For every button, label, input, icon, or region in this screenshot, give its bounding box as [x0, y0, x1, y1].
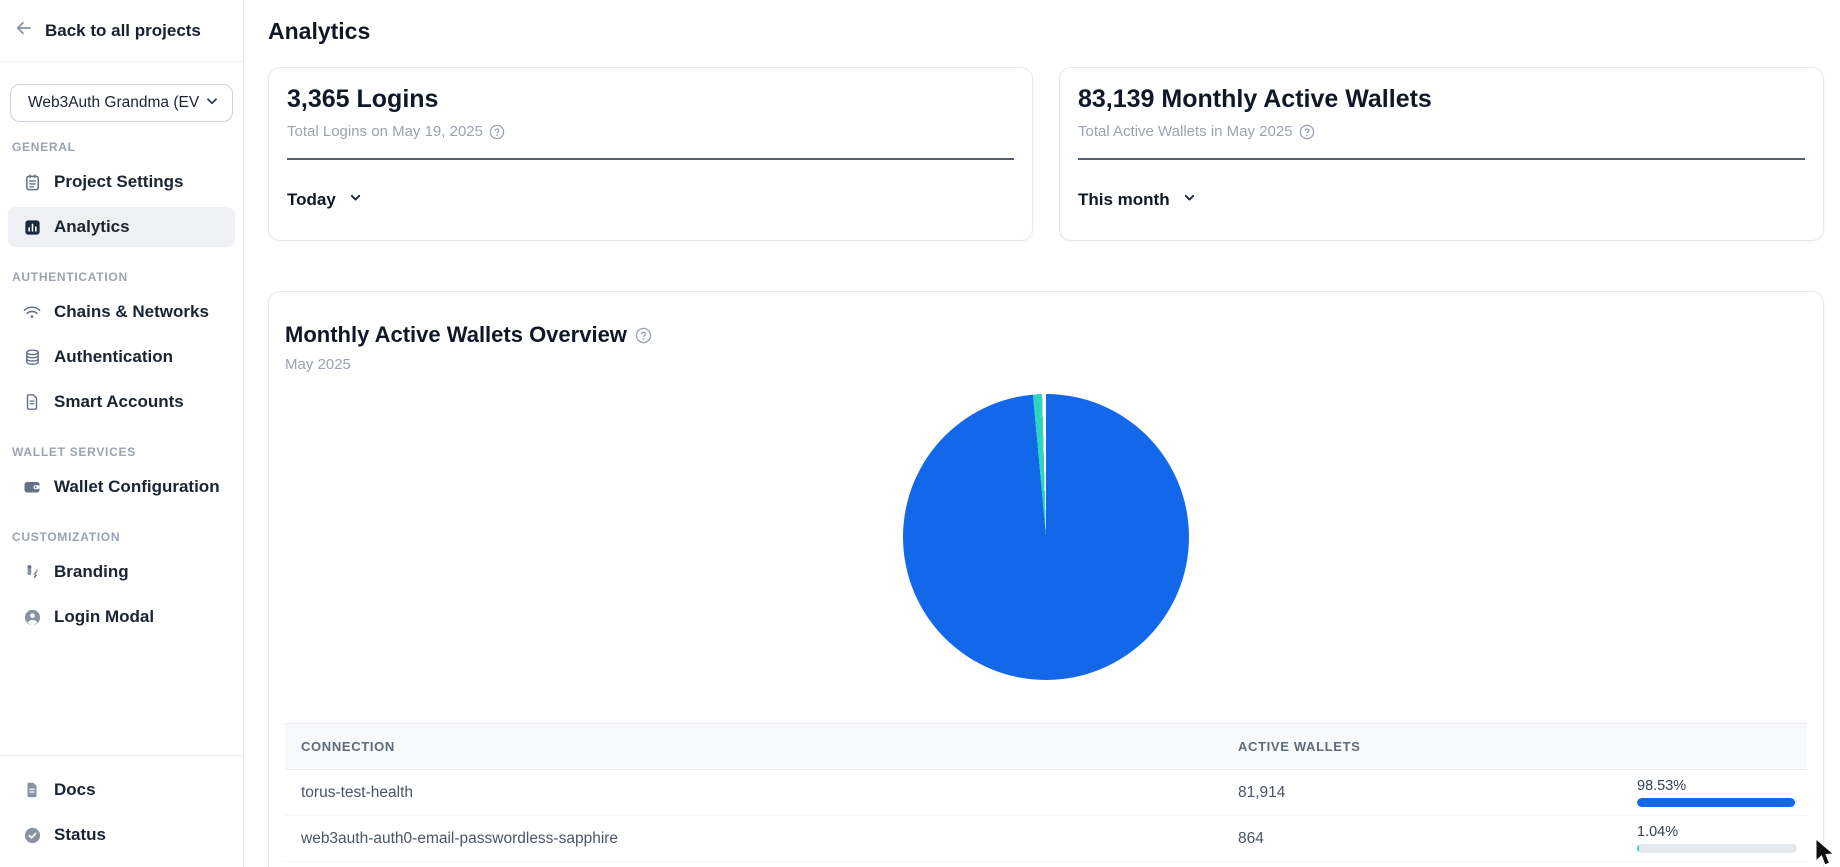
- connections-table: CONNECTION ACTIVE WALLETS torus-test-hea…: [285, 723, 1807, 867]
- logins-stat-card: 3,365 Logins Total Logins on May 19, 202…: [268, 67, 1033, 241]
- check-circle-icon: [22, 825, 42, 845]
- column-header-active-wallets: ACTIVE WALLETS: [1238, 739, 1361, 754]
- sidebar-item-docs[interactable]: Docs: [8, 770, 235, 810]
- sidebar-item-analytics[interactable]: Analytics: [8, 207, 235, 247]
- active-wallets-range-dropdown[interactable]: This month: [1078, 190, 1805, 210]
- logins-stat-subtitle-text: Total Logins on May 19, 2025: [287, 123, 483, 140]
- connection-name: torus-test-health: [301, 783, 413, 801]
- document-icon: [22, 392, 42, 412]
- logins-range-label: Today: [287, 190, 336, 209]
- sidebar-item-label: Chains & Networks: [54, 302, 209, 321]
- percent-label: 98.53%: [1637, 778, 1687, 794]
- percent-cell: 98.53%: [1637, 778, 1807, 807]
- chevron-down-icon: [204, 93, 220, 114]
- logins-range-dropdown[interactable]: Today: [287, 190, 1014, 210]
- percent-bar-fill: [1637, 844, 1639, 853]
- sidebar-item-label: Docs: [54, 780, 96, 799]
- sidebar-item-label: Login Modal: [54, 607, 155, 626]
- tab-underline: [1078, 158, 1805, 160]
- back-label: Back to all projects: [45, 20, 201, 40]
- chevron-down-icon: [348, 190, 363, 210]
- sidebar-item-label: Smart Accounts: [54, 392, 184, 411]
- chart-title: Monthly Active Wallets Overview: [285, 322, 627, 347]
- active-wallets-value: 81,914: [1238, 783, 1286, 801]
- table-header-row: CONNECTION ACTIVE WALLETS: [285, 723, 1807, 770]
- project-selector-value: Web3Auth Grandma (EV: [28, 94, 200, 111]
- active-wallets-pie-chart[interactable]: [903, 394, 1189, 680]
- user-circle-icon: [22, 607, 42, 627]
- sidebar: Back to all projects Web3Auth Grandma (E…: [0, 0, 244, 867]
- sidebar-item-label: Authentication: [54, 347, 173, 366]
- document-filled-icon: [22, 780, 42, 800]
- wallet-icon: [22, 477, 42, 497]
- section-label-general: GENERAL: [12, 140, 76, 154]
- active-wallets-stat-subtitle-text: Total Active Wallets in May 2025: [1078, 123, 1293, 140]
- sidebar-item-authentication[interactable]: Authentication: [8, 337, 235, 377]
- percent-bar-fill: [1637, 798, 1795, 807]
- active-wallets-stat-card: 83,139 Monthly Active Wallets Total Acti…: [1059, 67, 1824, 241]
- help-icon[interactable]: [489, 124, 505, 140]
- wifi-icon: [22, 302, 42, 322]
- sidebar-item-label: Status: [54, 825, 106, 844]
- table-row[interactable]: web3auth-google-sapphire 145 0.17%: [285, 862, 1807, 867]
- sidebar-item-chains-networks[interactable]: Chains & Networks: [8, 292, 235, 332]
- percent-bar-track: [1637, 844, 1797, 853]
- page-title: Analytics: [268, 18, 371, 44]
- wallets-overview-card: Monthly Active Wallets Overview May 2025…: [268, 291, 1824, 867]
- table-row[interactable]: web3auth-auth0-email-passwordless-sapphi…: [285, 816, 1807, 862]
- logins-stat-title: 3,365 Logins: [287, 85, 439, 113]
- sidebar-item-login-modal[interactable]: Login Modal: [8, 597, 235, 637]
- percent-label: 1.04%: [1637, 824, 1679, 840]
- sidebar-item-label: Analytics: [54, 217, 130, 236]
- sidebar-item-label: Project Settings: [54, 172, 184, 191]
- sidebar-item-project-settings[interactable]: Project Settings: [8, 162, 235, 202]
- column-header-connection: CONNECTION: [301, 739, 395, 754]
- sidebar-spacer: [0, 642, 243, 755]
- database-icon: [22, 347, 42, 367]
- help-icon[interactable]: [1299, 124, 1315, 140]
- sidebar-item-branding[interactable]: Branding: [8, 552, 235, 592]
- connection-name: web3auth-auth0-email-passwordless-sapphi…: [301, 829, 619, 847]
- active-wallets-range-label: This month: [1078, 190, 1170, 209]
- logins-stat-subtitle: Total Logins on May 19, 2025: [287, 123, 1014, 140]
- section-label-customization: CUSTOMIZATION: [12, 530, 121, 544]
- tab-underline: [287, 158, 1014, 160]
- clipboard-icon: [22, 172, 42, 192]
- sidebar-item-label: Branding: [54, 562, 129, 581]
- chart-subtitle: May 2025: [285, 356, 351, 373]
- section-label-wallet-services: WALLET SERVICES: [12, 445, 136, 459]
- section-label-authentication: AUTHENTICATION: [12, 270, 128, 284]
- back-to-projects-link[interactable]: Back to all projects: [0, 0, 243, 62]
- main-content: Analytics 3,365 Logins Total Logins on M…: [244, 0, 1840, 867]
- help-icon[interactable]: [635, 327, 652, 344]
- sidebar-item-status[interactable]: Status: [8, 815, 235, 855]
- arrow-left-icon: [14, 18, 34, 43]
- pie-chart-container: [285, 377, 1807, 697]
- active-wallets-stat-title: 83,139 Monthly Active Wallets: [1078, 85, 1432, 113]
- chevron-down-icon: [1182, 190, 1197, 210]
- stat-cards-row: 3,365 Logins Total Logins on May 19, 202…: [268, 67, 1824, 241]
- active-wallets-stat-subtitle: Total Active Wallets in May 2025: [1078, 123, 1805, 140]
- active-wallets-value: 864: [1238, 829, 1264, 847]
- percent-bar-track: [1637, 798, 1797, 807]
- sidebar-item-smart-accounts[interactable]: Smart Accounts: [8, 382, 235, 422]
- percent-cell: 1.04%: [1637, 824, 1807, 853]
- mouse-cursor: [1814, 837, 1840, 867]
- sidebar-item-wallet-configuration[interactable]: Wallet Configuration: [8, 467, 235, 507]
- sidebar-item-label: Wallet Configuration: [54, 477, 220, 496]
- bar-chart-icon: [22, 217, 42, 237]
- project-selector-dropdown[interactable]: Web3Auth Grandma (EV: [10, 84, 233, 122]
- table-row[interactable]: torus-test-health 81,914 98.53%: [285, 770, 1807, 816]
- sidebar-footer: Docs Status: [0, 755, 243, 867]
- brush-icon: [22, 562, 42, 582]
